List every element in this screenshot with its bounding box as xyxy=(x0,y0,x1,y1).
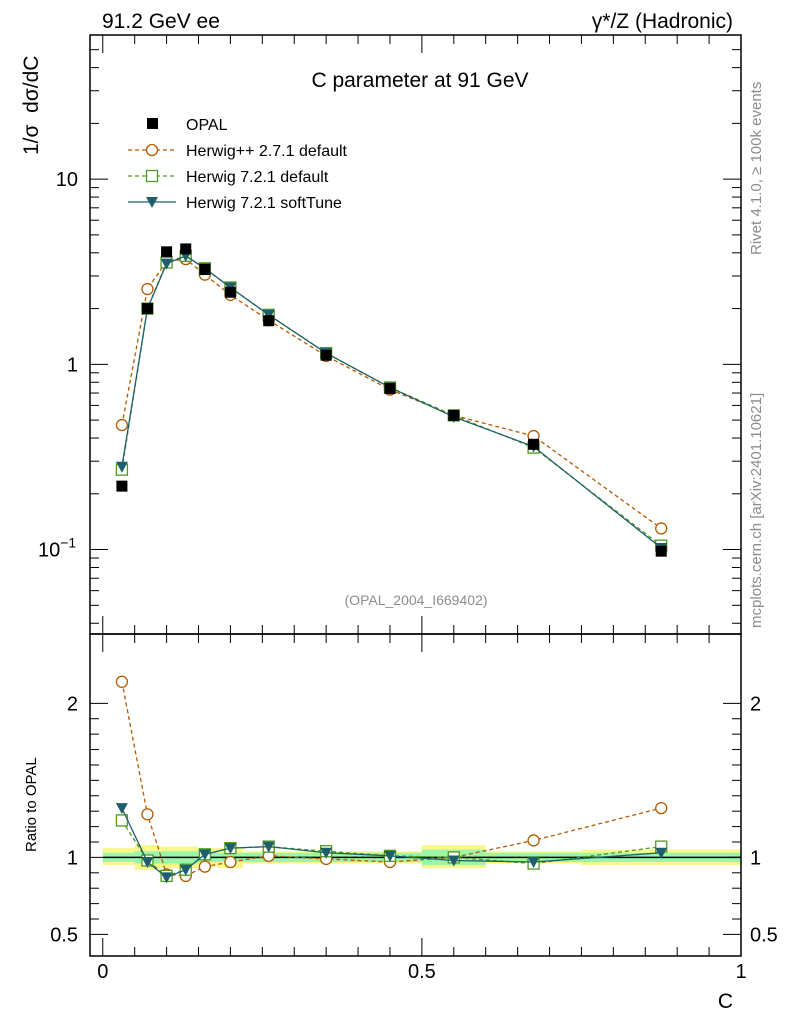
main-y-tick-label: 10 xyxy=(56,169,78,191)
chart-title: C parameter at 91 GeV xyxy=(311,69,528,92)
main-point-opal xyxy=(384,383,396,395)
main-y-tick-label: 10−1 xyxy=(38,535,76,562)
main-point-herwigpp xyxy=(115,418,129,432)
main-y-axis-label: 1/σ dσ/dC xyxy=(20,56,43,155)
analysis-id-label: (OPAL_2004_I669402) xyxy=(345,592,488,608)
ratio-point-herwig-softtune xyxy=(447,855,460,867)
ratio-point-herwig-softtune xyxy=(224,843,237,855)
main-point-opal xyxy=(161,246,173,258)
ratio-axes: 0.5 0.51 12 20 0.5 1 xyxy=(50,634,778,983)
ratio-point-herwigpp xyxy=(198,860,212,873)
main-point-opal xyxy=(448,409,460,421)
main-y-tick-exponent: −1 xyxy=(60,535,76,551)
legend-label-herwig-softtune: Herwig 7.2.1 softTune xyxy=(186,195,342,212)
ratio-panel: 0.5 0.51 12 20 0.5 1 Ratio to OPAL C xyxy=(23,633,778,1013)
main-line-herwig-softtune xyxy=(121,255,662,549)
main-point-herwigpp xyxy=(141,282,154,296)
ratio-line-herwigpp xyxy=(121,681,662,877)
main-point-opal xyxy=(320,349,332,361)
main-axes: 10−1 1 10 xyxy=(38,35,742,634)
ratio-point-herwig-softtune xyxy=(198,849,211,861)
header-energy-label: 91.2 GeV ee xyxy=(102,10,220,33)
main-point-opal xyxy=(528,438,540,450)
ratio-point-herwigpp xyxy=(655,801,668,815)
ratio-point-herwig-softtune xyxy=(527,857,540,869)
x-tick-label: 0.5 xyxy=(408,961,436,983)
main-point-herwigpp xyxy=(655,522,668,535)
ratio-y-tick-label: 0.5 xyxy=(50,924,78,946)
ratio-point-herwig-softtune xyxy=(141,857,154,869)
main-data-layer xyxy=(115,243,668,557)
main-point-opal xyxy=(224,286,236,298)
ratio-point-herwigpp xyxy=(224,855,237,869)
ratio-data-layer xyxy=(102,675,741,884)
ratio-point-herwig-softtune xyxy=(179,864,192,876)
ratio-y-tick-label-right: 1 xyxy=(750,847,761,869)
main-point-opal xyxy=(263,315,275,327)
legend-marker-opal xyxy=(147,118,158,129)
header-process-label: γ*/Z (Hadronic) xyxy=(592,10,733,33)
main-point-opal xyxy=(655,545,667,557)
ratio-frame xyxy=(89,633,742,957)
main-point-herwig-softtune xyxy=(160,258,173,270)
ratio-point-herwig-softtune xyxy=(115,803,128,815)
ratio-y-axis-label: Ratio to OPAL xyxy=(23,757,40,852)
mcplots-source-label: mcplots.cern.ch [arXiv:2401.10621] xyxy=(748,393,765,628)
ratio-point-herwigpp xyxy=(115,675,129,688)
main-point-opal xyxy=(180,243,192,255)
main-panel: 10−1 1 10 C parameter at 91 GeV (OPAL_2004… xyxy=(20,34,742,635)
legend-label-herwig-default: Herwig 7.2.1 default xyxy=(186,169,329,186)
ratio-point-herwigpp xyxy=(527,834,540,847)
ratio-point-herwig-softtune xyxy=(320,847,333,859)
legend: OPAL Herwig++ 2.7.1 default Herwig 7.2.1… xyxy=(128,117,348,212)
main-y-tick-label: 1 xyxy=(67,354,78,376)
rivet-version-label: Rivet 4.1.0, ≥ 100k events xyxy=(748,82,765,255)
legend-marker-herwig-softtune xyxy=(146,197,158,208)
ratio-y-tick-label: 1 xyxy=(67,847,78,869)
legend-marker-herwigpp xyxy=(145,143,159,157)
ratio-y-tick-label-right: 2 xyxy=(750,693,761,715)
x-tick-label: 1 xyxy=(735,961,746,983)
main-point-opal xyxy=(199,264,211,276)
main-point-opal xyxy=(141,303,153,315)
ratio-point-herwigpp xyxy=(141,808,154,821)
main-point-opal xyxy=(116,480,128,492)
legend-marker-herwig-default xyxy=(145,169,159,183)
ratio-point-herwig-softtune xyxy=(655,847,668,859)
x-axis-label: C xyxy=(718,990,733,1013)
ratio-point-herwig-softtune xyxy=(262,841,275,853)
ratio-point-herwig-softtune xyxy=(383,850,396,862)
ratio-point-herwig-softtune xyxy=(160,872,173,884)
main-point-herwig-softtune xyxy=(115,461,128,473)
ratio-y-tick-label-right: 0.5 xyxy=(750,924,778,946)
legend-label-herwigpp: Herwig++ 2.7.1 default xyxy=(186,143,348,160)
x-tick-label: 0 xyxy=(97,961,108,983)
ratio-y-tick-label: 2 xyxy=(67,693,78,715)
legend-label-opal: OPAL xyxy=(186,117,228,134)
main-line-herwig-default xyxy=(121,255,662,547)
